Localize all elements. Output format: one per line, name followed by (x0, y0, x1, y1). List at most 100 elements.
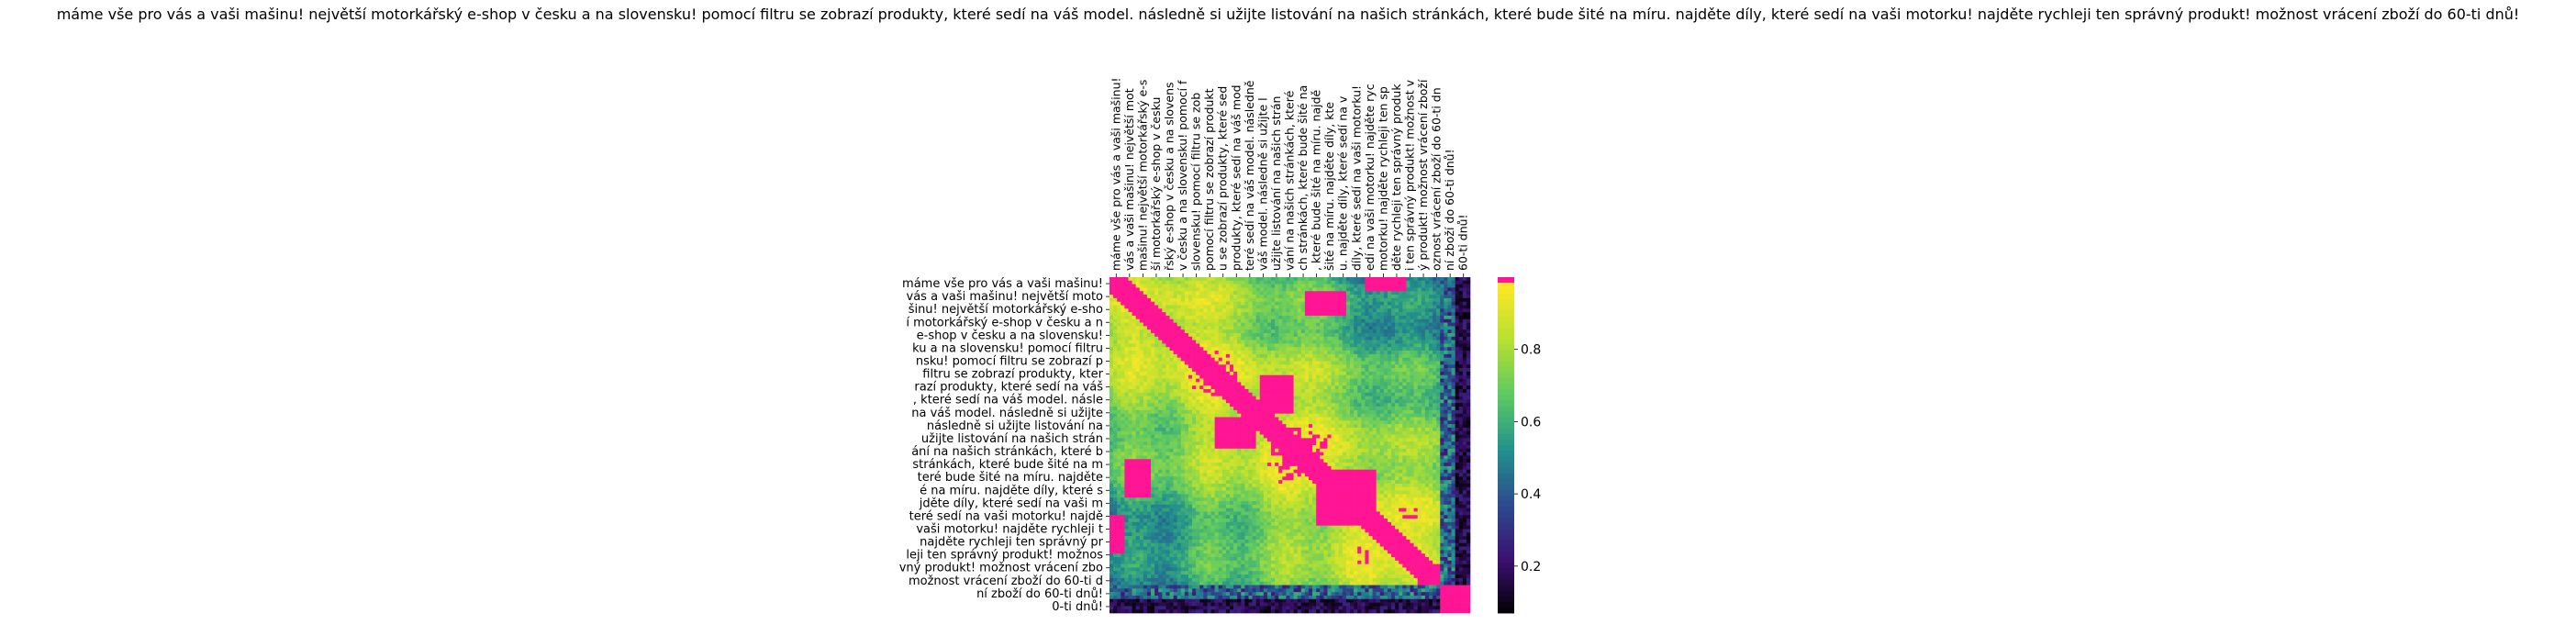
heatmap-cell (1218, 430, 1223, 435)
heatmap-cell (1391, 357, 1396, 362)
heatmap-cell (1244, 374, 1249, 379)
heatmap-cell (1334, 368, 1340, 373)
heatmap-cell (1428, 368, 1433, 373)
heatmap-cell (1207, 424, 1211, 429)
heatmap-cell (1383, 371, 1388, 376)
heatmap-cell (1379, 305, 1385, 309)
heatmap-cell (1203, 277, 1208, 282)
heatmap-cell (1255, 417, 1261, 421)
heatmap-cell (1320, 297, 1324, 302)
heatmap-cell (1365, 396, 1369, 400)
heatmap-cell (1173, 312, 1177, 317)
heatmap-cell (1230, 284, 1234, 288)
heatmap-cell (1158, 403, 1163, 407)
heatmap-cell (1282, 301, 1287, 306)
heatmap-cell (1259, 396, 1265, 400)
heatmap-cell (1203, 308, 1208, 313)
heatmap-cell (1237, 318, 1242, 323)
heatmap-cell (1365, 452, 1369, 456)
heatmap-cell (1455, 301, 1460, 306)
heatmap-cell (1293, 326, 1298, 330)
heatmap-cell (1376, 452, 1381, 456)
heatmap-cell (1440, 291, 1444, 296)
heatmap-cell (1255, 364, 1261, 369)
heatmap-cell (1230, 385, 1234, 390)
heatmap-cell (1154, 420, 1159, 425)
heatmap-cell (1196, 438, 1200, 442)
heatmap-cell (1338, 291, 1344, 296)
heatmap-cell (1327, 312, 1332, 317)
heatmap-cell (1421, 368, 1426, 373)
heatmap-cell (1345, 351, 1351, 355)
heatmap-cell (1368, 364, 1373, 369)
heatmap-cell (1282, 315, 1287, 320)
heatmap-cell (1372, 357, 1377, 362)
heatmap-cell (1354, 318, 1358, 323)
heatmap-cell (1192, 368, 1197, 373)
heatmap-cell (1413, 329, 1418, 334)
heatmap-cell (1417, 308, 1422, 313)
heatmap-cell (1424, 343, 1430, 348)
heatmap-cell (1312, 452, 1317, 456)
heatmap-cell (1169, 392, 1174, 396)
heatmap-cell (1361, 364, 1366, 369)
heatmap-cell (1462, 420, 1467, 425)
heatmap-cell (1304, 357, 1310, 362)
heatmap-cell (1180, 413, 1186, 418)
heatmap-cell (1402, 368, 1407, 373)
heatmap-cell (1259, 301, 1265, 306)
heatmap-cell (1379, 343, 1385, 348)
heatmap-cell (1286, 452, 1290, 456)
heatmap-cell (1368, 417, 1373, 421)
heatmap-cell (1338, 424, 1344, 429)
heatmap-cell (1316, 297, 1321, 302)
heatmap-cell (1233, 368, 1238, 373)
heatmap-cell (1436, 284, 1441, 288)
heatmap-cell (1365, 322, 1369, 327)
heatmap-cell (1462, 396, 1467, 400)
heatmap-cell (1316, 364, 1321, 369)
heatmap-cell (1230, 399, 1234, 404)
heatmap-cell (1271, 295, 1276, 299)
heatmap-cell (1391, 315, 1396, 320)
heatmap-cell (1345, 301, 1351, 306)
heatmap-cell (1350, 382, 1355, 386)
heatmap-cell (1433, 368, 1437, 373)
heatmap-cell (1316, 382, 1321, 386)
heatmap-cell (1210, 396, 1215, 400)
heatmap-cell (1113, 315, 1118, 320)
heatmap-cell (1180, 326, 1186, 330)
heatmap-cell (1121, 280, 1125, 285)
heatmap-cell (1244, 312, 1249, 317)
heatmap-cell (1128, 301, 1132, 306)
heatmap-cell (1413, 315, 1418, 320)
heatmap-cell (1154, 347, 1159, 352)
heatmap-cell (1331, 295, 1335, 299)
heatmap-cell (1230, 382, 1234, 386)
heatmap-cell (1255, 301, 1261, 306)
heatmap-cell (1278, 441, 1283, 446)
heatmap-cell (1286, 455, 1290, 460)
heatmap-cell (1342, 452, 1347, 456)
heatmap-cell (1391, 318, 1396, 323)
heatmap-cell (1372, 445, 1377, 450)
heatmap-cell (1334, 445, 1340, 450)
heatmap-cell (1124, 333, 1129, 338)
heatmap-cell (1327, 301, 1332, 306)
heatmap-cell (1110, 329, 1114, 334)
heatmap-cell (1300, 295, 1306, 299)
heatmap-cell (1357, 396, 1362, 400)
heatmap-cell (1447, 297, 1452, 302)
heatmap-cell (1444, 326, 1448, 330)
heatmap-cell (1113, 371, 1118, 376)
heatmap-cell (1110, 322, 1114, 327)
heatmap-cell (1440, 297, 1444, 302)
heatmap-cell (1266, 409, 1272, 414)
heatmap-cell (1387, 413, 1392, 418)
heatmap-cell (1237, 277, 1242, 282)
heatmap-cell (1462, 280, 1467, 285)
heatmap-cell (1132, 364, 1136, 369)
heatmap-cell (1230, 403, 1234, 407)
heatmap-cell (1300, 297, 1306, 302)
heatmap-cell (1293, 434, 1298, 439)
